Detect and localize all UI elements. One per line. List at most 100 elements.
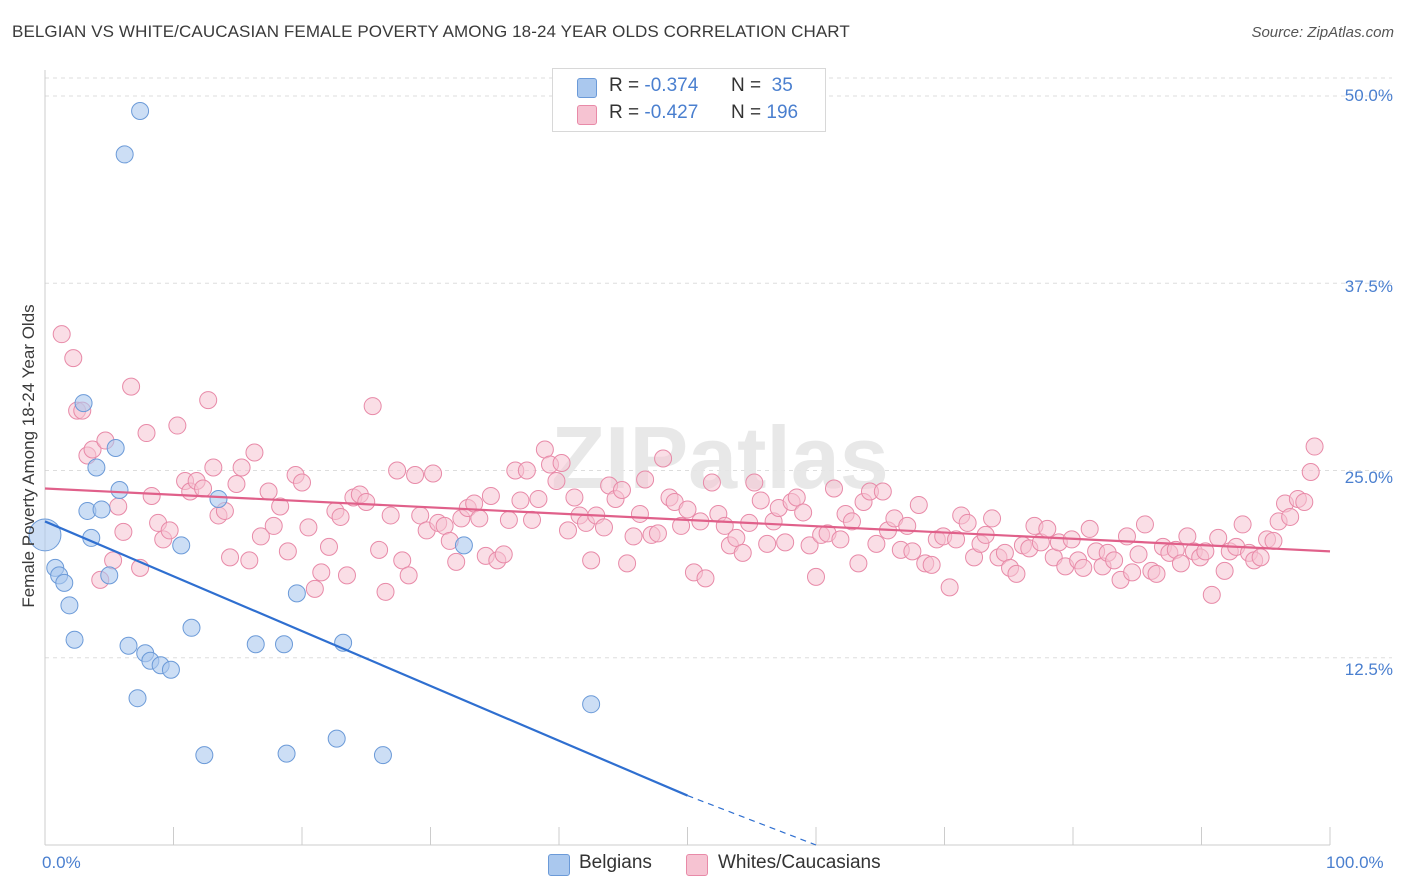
- data-point-whites: [168, 416, 187, 435]
- data-point-whites: [1295, 492, 1314, 511]
- data-point-belgians: [87, 458, 106, 477]
- data-point-whites: [582, 551, 601, 570]
- data-point-whites: [807, 567, 825, 586]
- data-point-whites: [1251, 548, 1270, 567]
- data-point-whites: [137, 424, 156, 443]
- legend-n-value: 196: [766, 102, 799, 123]
- data-point-whites: [565, 488, 584, 507]
- data-point-whites: [624, 527, 643, 546]
- data-point-whites: [204, 458, 223, 477]
- bottom-legend: Belgians Whites/Caucasians: [0, 852, 1406, 878]
- data-point-whites: [547, 471, 566, 490]
- data-point-whites: [114, 522, 133, 541]
- data-point-belgians: [128, 689, 147, 708]
- data-point-whites: [1281, 507, 1300, 526]
- data-point-belgians: [60, 596, 79, 615]
- data-point-whites: [922, 555, 941, 574]
- data-point-whites: [995, 543, 1014, 562]
- data-point-whites: [494, 545, 513, 564]
- data-point-whites: [800, 536, 819, 555]
- data-point-whites: [873, 482, 892, 501]
- data-point-whites: [1135, 515, 1154, 534]
- data-point-whites: [251, 527, 270, 546]
- data-point-whites: [1123, 563, 1142, 582]
- data-point-belgians: [110, 480, 129, 499]
- data-point-whites: [1007, 564, 1026, 583]
- data-point-belgians: [131, 101, 150, 120]
- data-point-whites: [363, 397, 382, 416]
- data-point-whites: [271, 497, 290, 516]
- data-point-whites: [370, 540, 389, 559]
- data-point-belgians: [454, 536, 473, 555]
- data-point-whites: [122, 377, 141, 396]
- data-point-whites: [511, 491, 530, 510]
- data-point-whites: [1074, 558, 1093, 577]
- source-label: Source: ZipAtlas.com: [1251, 24, 1394, 41]
- data-point-whites: [867, 534, 886, 553]
- data-point-belgians: [287, 584, 306, 603]
- data-point-whites: [481, 486, 500, 505]
- data-point-whites: [406, 465, 425, 484]
- data-point-whites: [221, 548, 240, 567]
- data-point-whites: [1305, 437, 1324, 456]
- legend-n-label: N =: [731, 102, 762, 123]
- data-point-belgians: [100, 566, 119, 585]
- data-point-whites: [672, 516, 691, 535]
- data-point-whites: [337, 566, 356, 585]
- data-point-whites: [733, 543, 752, 562]
- data-point-whites: [227, 474, 246, 493]
- data-point-whites: [424, 464, 443, 483]
- data-point-whites: [411, 506, 430, 525]
- data-point-belgians: [28, 518, 62, 552]
- data-point-whites: [245, 443, 264, 462]
- data-point-whites: [232, 458, 251, 477]
- data-point-whites: [381, 506, 400, 525]
- data-point-whites: [109, 497, 128, 516]
- data-point-whites: [529, 489, 548, 508]
- data-point-whites: [160, 521, 179, 540]
- data-point-belgians: [74, 394, 93, 413]
- data-point-belgians: [277, 744, 296, 763]
- data-point-whites: [745, 473, 764, 492]
- data-point-whites: [824, 479, 843, 498]
- data-point-whites: [794, 503, 813, 522]
- data-point-belgians: [115, 145, 134, 164]
- data-point-whites: [447, 552, 466, 571]
- data-point-whites: [259, 482, 278, 501]
- data-point-belgians: [195, 746, 214, 765]
- data-point-whites: [199, 391, 218, 410]
- data-point-whites: [1147, 564, 1166, 583]
- data-point-whites: [142, 486, 161, 505]
- data-point-whites: [240, 551, 259, 570]
- data-point-whites: [470, 509, 489, 528]
- data-point-whites: [499, 510, 518, 529]
- data-point-whites: [947, 530, 966, 549]
- data-point-belgians: [182, 618, 201, 637]
- data-point-whites: [293, 473, 311, 492]
- legend-swatch: [577, 78, 597, 98]
- bottom-legend-swatch: [548, 854, 570, 876]
- belgians-points: [28, 101, 601, 765]
- y-tick-label: 25.0%: [1344, 468, 1393, 487]
- data-point-whites: [648, 524, 667, 543]
- data-point-whites: [903, 542, 922, 561]
- data-point-whites: [849, 554, 868, 573]
- data-point-whites: [278, 542, 297, 561]
- data-point-whites: [1202, 585, 1221, 604]
- data-point-whites: [1264, 531, 1283, 550]
- data-point-whites: [636, 470, 655, 489]
- legend: R = -0.374 N = 35 R = -0.427 N = 196: [552, 68, 826, 132]
- data-point-whites: [654, 449, 673, 468]
- trend-line-whites: [44, 487, 1331, 553]
- legend-r-label: R =: [609, 102, 640, 123]
- data-point-whites: [1171, 554, 1190, 573]
- data-point-whites: [594, 518, 613, 537]
- data-point-whites: [331, 507, 350, 526]
- data-point-belgians: [172, 536, 191, 555]
- data-point-whites: [194, 479, 213, 498]
- data-point-whites: [312, 563, 331, 582]
- data-point-belgians: [55, 573, 74, 592]
- legend-r-value: -0.427: [644, 102, 699, 123]
- trend-line-belgians: [44, 520, 688, 797]
